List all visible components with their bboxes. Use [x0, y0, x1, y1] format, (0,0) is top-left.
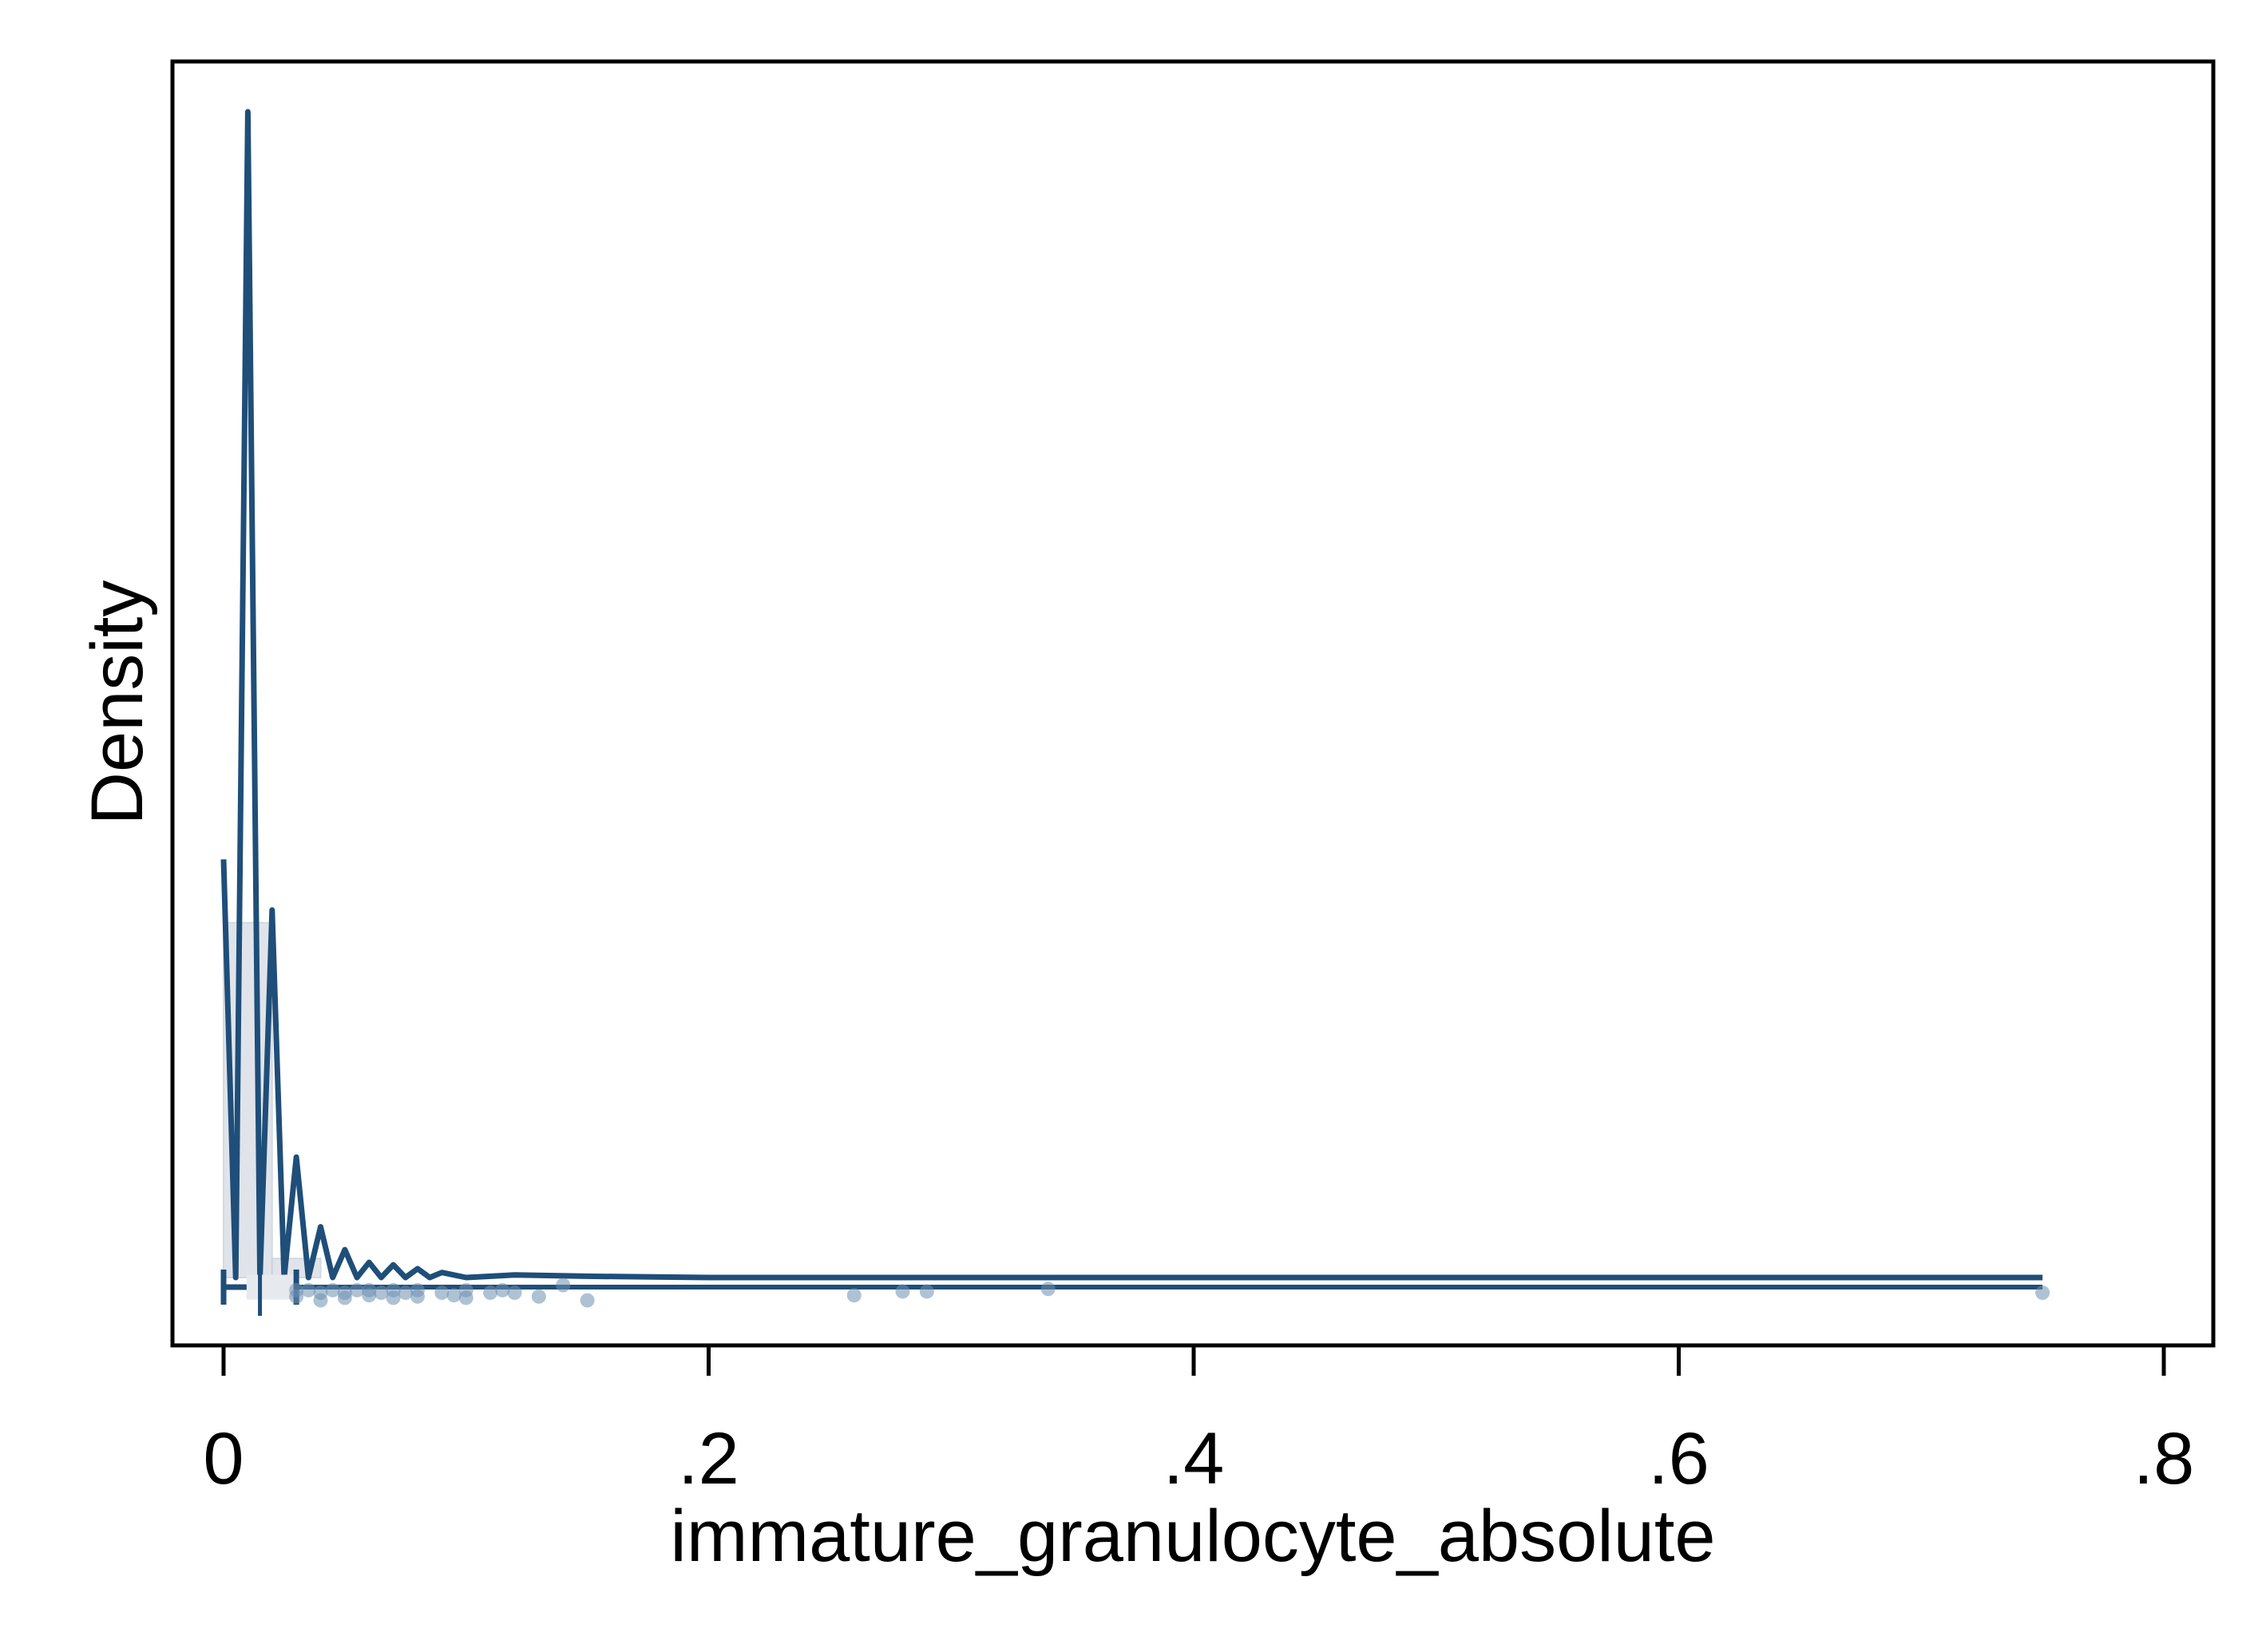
data-point-18 — [446, 1288, 462, 1303]
data-point-4 — [313, 1293, 328, 1308]
x-tick-label-2: .4 — [1163, 1418, 1225, 1499]
data-point-16 — [410, 1289, 425, 1304]
data-point-31 — [2035, 1286, 2050, 1301]
data-point-13 — [386, 1290, 401, 1305]
data-point-21 — [483, 1286, 498, 1301]
data-point-26 — [580, 1293, 595, 1308]
data-point-29 — [919, 1284, 934, 1299]
data-point-8 — [350, 1282, 365, 1297]
x-axis-label: immature_granulocyte_absolute — [670, 1496, 1715, 1577]
data-point-5 — [325, 1282, 340, 1297]
data-point-28 — [895, 1284, 910, 1299]
data-point-25 — [556, 1278, 571, 1293]
data-point-2 — [301, 1282, 316, 1297]
data-point-30 — [1040, 1282, 1056, 1297]
data-point-22 — [495, 1282, 510, 1297]
points-layer — [289, 1278, 2050, 1308]
data-point-17 — [434, 1286, 450, 1301]
x-tick-label-1: .2 — [678, 1418, 739, 1499]
data-point-23 — [507, 1286, 522, 1301]
x-tick-label-0: 0 — [203, 1418, 244, 1499]
data-point-20 — [458, 1290, 473, 1305]
box-iqr — [246, 1274, 298, 1300]
x-tick-label-4: .8 — [2133, 1418, 2195, 1499]
data-point-14 — [398, 1286, 413, 1301]
data-point-27 — [846, 1288, 862, 1303]
x-axis: 0 .2 .4 .6 .8 — [203, 1345, 2194, 1499]
y-axis-label: Density — [77, 580, 158, 826]
x-tick-label-3: .6 — [1648, 1418, 1709, 1499]
density-line — [220, 109, 2043, 1281]
data-point-10 — [362, 1282, 377, 1297]
density-layer — [220, 109, 2043, 1281]
data-point-1 — [289, 1289, 304, 1304]
data-point-24 — [531, 1289, 546, 1304]
data-point-7 — [337, 1290, 352, 1305]
data-point-11 — [374, 1286, 389, 1301]
